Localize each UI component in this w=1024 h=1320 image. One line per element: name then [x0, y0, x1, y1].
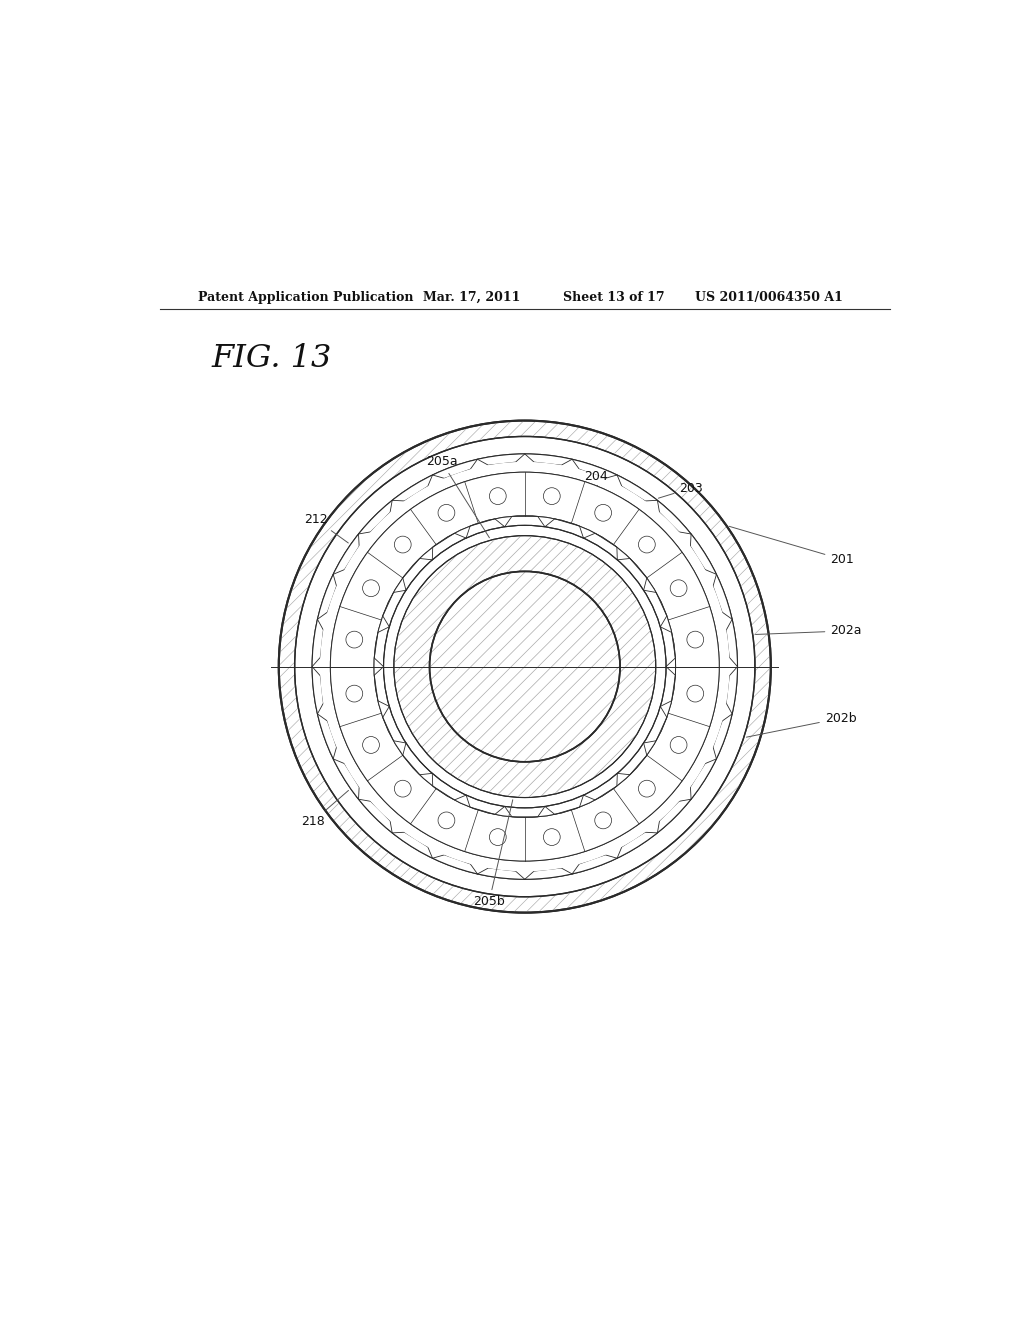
Circle shape: [595, 812, 611, 829]
Text: US 2011/0064350 A1: US 2011/0064350 A1: [695, 290, 844, 304]
Circle shape: [438, 812, 455, 829]
Circle shape: [362, 579, 380, 597]
Circle shape: [595, 504, 611, 521]
Circle shape: [374, 516, 676, 817]
Text: 218: 218: [301, 791, 348, 828]
Circle shape: [346, 685, 362, 702]
Text: 205a: 205a: [426, 455, 489, 537]
Text: 212: 212: [304, 513, 348, 543]
Circle shape: [489, 487, 506, 504]
Circle shape: [638, 536, 655, 553]
Text: 202a: 202a: [756, 624, 862, 638]
Circle shape: [687, 685, 703, 702]
Circle shape: [394, 780, 412, 797]
Circle shape: [430, 572, 620, 762]
Text: 202b: 202b: [746, 711, 856, 737]
Text: Mar. 17, 2011: Mar. 17, 2011: [423, 290, 520, 304]
Circle shape: [312, 454, 737, 879]
Circle shape: [295, 437, 755, 896]
Circle shape: [544, 487, 560, 504]
Circle shape: [544, 829, 560, 846]
Text: Sheet 13 of 17: Sheet 13 of 17: [563, 290, 665, 304]
Circle shape: [394, 536, 412, 553]
Circle shape: [331, 473, 719, 861]
Circle shape: [279, 421, 771, 912]
Text: 201: 201: [729, 527, 854, 566]
Circle shape: [362, 737, 380, 754]
Circle shape: [346, 631, 362, 648]
Text: Patent Application Publication: Patent Application Publication: [198, 290, 414, 304]
Text: FIG. 13: FIG. 13: [211, 343, 332, 374]
Text: 204: 204: [585, 470, 608, 486]
Circle shape: [670, 579, 687, 597]
Text: 205b: 205b: [473, 800, 513, 908]
Circle shape: [489, 829, 506, 846]
Circle shape: [438, 504, 455, 521]
Text: 203: 203: [658, 482, 703, 498]
Circle shape: [670, 737, 687, 754]
Circle shape: [687, 631, 703, 648]
Circle shape: [321, 462, 729, 871]
Circle shape: [638, 780, 655, 797]
